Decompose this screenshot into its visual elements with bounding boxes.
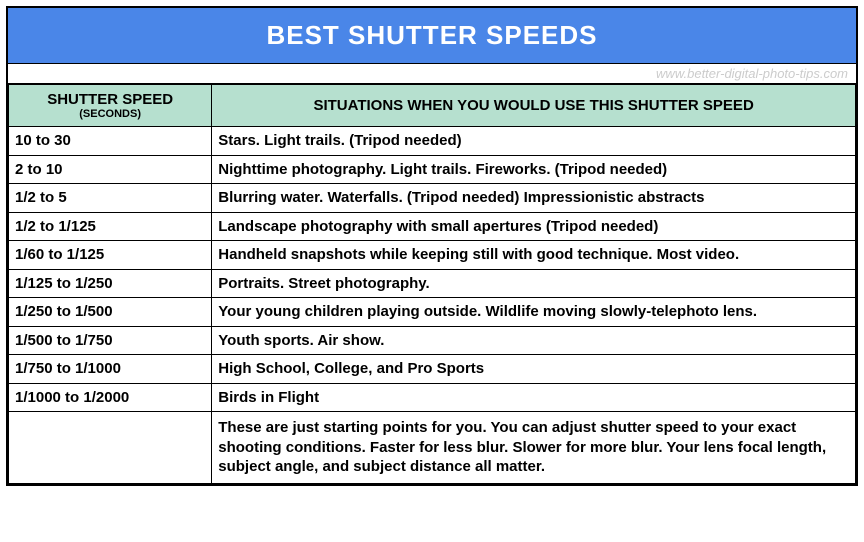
- table-title: BEST SHUTTER SPEEDS: [8, 8, 856, 64]
- table-row: 1/2 to 1/125 Landscape photography with …: [9, 212, 856, 241]
- header-situation: SITUATIONS WHEN YOU WOULD USE THIS SHUTT…: [212, 85, 856, 127]
- table-row: 1/2 to 5 Blurring water. Waterfalls. (Tr…: [9, 184, 856, 213]
- cell-speed: 1/250 to 1/500: [9, 298, 212, 327]
- table-row: 1/60 to 1/125 Handheld snapshots while k…: [9, 241, 856, 270]
- cell-speed: 2 to 10: [9, 155, 212, 184]
- cell-speed: 1/60 to 1/125: [9, 241, 212, 270]
- table-row: 1/250 to 1/500 Your young children playi…: [9, 298, 856, 327]
- cell-speed: 1/500 to 1/750: [9, 326, 212, 355]
- cell-speed: 1/1000 to 1/2000: [9, 383, 212, 412]
- cell-situation: Landscape photography with small apertur…: [212, 212, 856, 241]
- header-row: SHUTTER SPEED (SECONDS) SITUATIONS WHEN …: [9, 85, 856, 127]
- watermark: www.better-digital-photo-tips.com: [8, 64, 856, 84]
- cell-situation: Handheld snapshots while keeping still w…: [212, 241, 856, 270]
- footer-note-cell: These are just starting points for you. …: [212, 412, 856, 484]
- cell-situation: Portraits. Street photography.: [212, 269, 856, 298]
- cell-speed: 1/2 to 1/125: [9, 212, 212, 241]
- table-row: 1/500 to 1/750 Youth sports. Air show.: [9, 326, 856, 355]
- table-row: 2 to 10 Nighttime photography. Light tra…: [9, 155, 856, 184]
- table-row: 1/750 to 1/1000 High School, College, an…: [9, 355, 856, 384]
- shutter-speed-table-container: BEST SHUTTER SPEEDS www.better-digital-p…: [6, 6, 858, 486]
- table-row: 10 to 30 Stars. Light trails. (Tripod ne…: [9, 127, 856, 156]
- cell-speed: 10 to 30: [9, 127, 212, 156]
- shutter-speed-table: SHUTTER SPEED (SECONDS) SITUATIONS WHEN …: [8, 84, 856, 484]
- cell-situation: Your young children playing outside. Wil…: [212, 298, 856, 327]
- footer-speed-cell: [9, 412, 212, 484]
- table-body: 10 to 30 Stars. Light trails. (Tripod ne…: [9, 127, 856, 484]
- table-row: 1/125 to 1/250 Portraits. Street photogr…: [9, 269, 856, 298]
- footer-row: These are just starting points for you. …: [9, 412, 856, 484]
- cell-speed: 1/750 to 1/1000: [9, 355, 212, 384]
- cell-situation: Stars. Light trails. (Tripod needed): [212, 127, 856, 156]
- header-col1-main: SHUTTER SPEED: [47, 91, 173, 108]
- header-col1-sub: (SECONDS): [13, 108, 207, 120]
- cell-situation: Blurring water. Waterfalls. (Tripod need…: [212, 184, 856, 213]
- header-shutter-speed: SHUTTER SPEED (SECONDS): [9, 85, 212, 127]
- cell-situation: Birds in Flight: [212, 383, 856, 412]
- cell-situation: Nighttime photography. Light trails. Fir…: [212, 155, 856, 184]
- table-row: 1/1000 to 1/2000 Birds in Flight: [9, 383, 856, 412]
- cell-speed: 1/125 to 1/250: [9, 269, 212, 298]
- cell-situation: Youth sports. Air show.: [212, 326, 856, 355]
- cell-speed: 1/2 to 5: [9, 184, 212, 213]
- cell-situation: High School, College, and Pro Sports: [212, 355, 856, 384]
